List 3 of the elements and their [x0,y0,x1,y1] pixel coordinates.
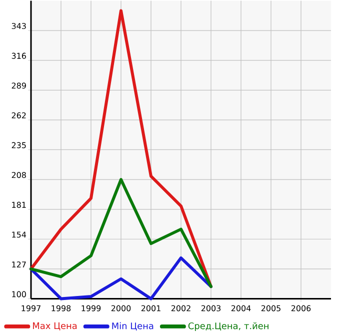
legend-label: Сред.Цена, т.йен [188,322,268,332]
legend-label: Max Цена [33,322,77,330]
legend-label: Min Цена [112,322,154,331]
